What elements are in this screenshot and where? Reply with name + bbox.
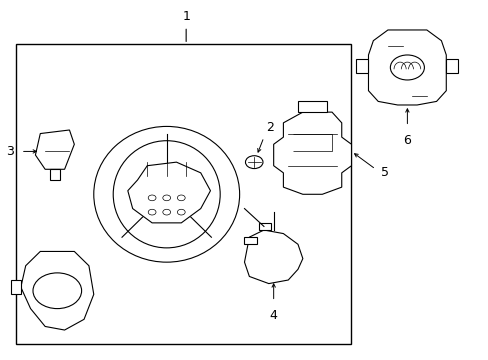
- Polygon shape: [127, 162, 210, 223]
- Bar: [259, 223, 271, 230]
- Text: 4: 4: [269, 309, 277, 321]
- Bar: [356, 59, 368, 73]
- Polygon shape: [244, 230, 302, 284]
- Polygon shape: [50, 169, 60, 180]
- Text: 6: 6: [403, 134, 410, 147]
- Text: 1: 1: [182, 10, 190, 23]
- Polygon shape: [297, 102, 326, 112]
- Polygon shape: [21, 251, 94, 330]
- Text: 2: 2: [266, 121, 274, 134]
- Ellipse shape: [113, 141, 220, 248]
- Text: 3: 3: [6, 145, 14, 158]
- Polygon shape: [11, 280, 21, 294]
- Polygon shape: [35, 130, 74, 169]
- Polygon shape: [273, 112, 351, 194]
- Bar: [16, 44, 351, 344]
- Circle shape: [245, 156, 263, 168]
- Bar: [244, 237, 256, 244]
- Text: 5: 5: [380, 166, 388, 179]
- Polygon shape: [368, 30, 446, 105]
- Bar: [446, 59, 458, 73]
